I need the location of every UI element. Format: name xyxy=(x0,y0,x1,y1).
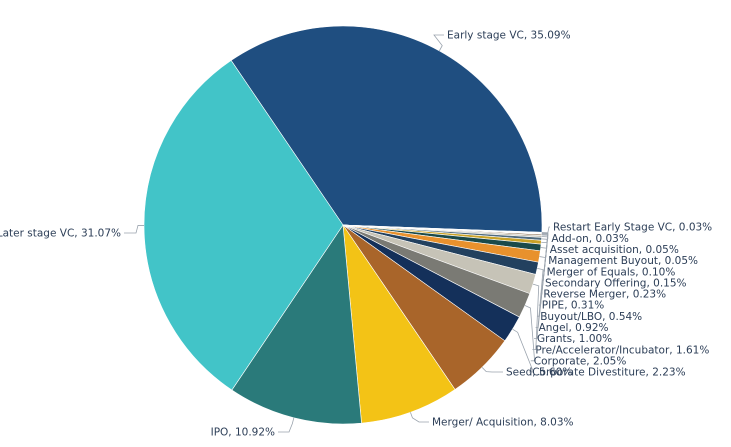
data-label-reverse-merger: Reverse Merger, 0.23% xyxy=(543,289,666,301)
data-label-grants: Grants, 1.00% xyxy=(537,333,612,345)
data-label-restart-early-stage-vc: Restart Early Stage VC, 0.03% xyxy=(553,222,712,234)
leader-early-stage-vc xyxy=(433,34,444,52)
slice-ipo[interactable] xyxy=(231,224,362,425)
data-label-buyout-lbo: Buyout/LBO, 0.54% xyxy=(540,311,642,323)
data-label-corporate-divestiture: Corporate Divestiture, 2.23% xyxy=(532,367,685,379)
leader-seed xyxy=(481,367,503,373)
data-label-pipe: PIPE, 0.31% xyxy=(542,300,604,312)
data-label-seed: Seed, 5.60% xyxy=(506,367,572,379)
leader-ipo xyxy=(278,417,295,433)
leader-corporate-divestiture xyxy=(512,328,534,373)
data-label-merger-acquisition: Merger/ Acquisition, 8.03% xyxy=(432,417,574,429)
leader-restart-early-stage-vc xyxy=(541,226,550,234)
data-label-angel: Angel, 0.92% xyxy=(539,322,609,334)
data-label-secondary-offering: Secondary Offering, 0.15% xyxy=(545,277,687,289)
data-label-add-on: Add-on, 0.03% xyxy=(551,233,628,245)
leader-grants xyxy=(534,267,544,339)
leader-later-stage-vc xyxy=(124,225,145,234)
data-label-corporate: Corporate, 2.05% xyxy=(534,355,627,367)
data-label-ipo: IPO, 10.92% xyxy=(211,427,275,439)
leader-merger-acquisition xyxy=(410,412,429,423)
pie-slices xyxy=(143,25,543,425)
leader-corporate xyxy=(524,305,536,362)
data-label-merger-of-equals: Merger of Equals, 0.10% xyxy=(547,266,676,278)
data-label-asset-acquisition: Asset acquisition, 0.05% xyxy=(550,244,679,256)
data-label-pre-accelerator-incubator: Pre/Accelerator/Incubator, 1.61% xyxy=(535,344,709,356)
data-label-early-stage-vc: Early stage VC, 35.09% xyxy=(447,30,571,42)
slice-merger-acquisition[interactable] xyxy=(342,224,456,424)
pie-labels: Early stage VC, 35.09% Restart Early Stag… xyxy=(0,30,712,439)
data-label-management-buyout: Management Buyout, 0.05% xyxy=(548,255,698,267)
data-label-later-stage-vc: Later stage VC, 31.07% xyxy=(0,228,121,240)
